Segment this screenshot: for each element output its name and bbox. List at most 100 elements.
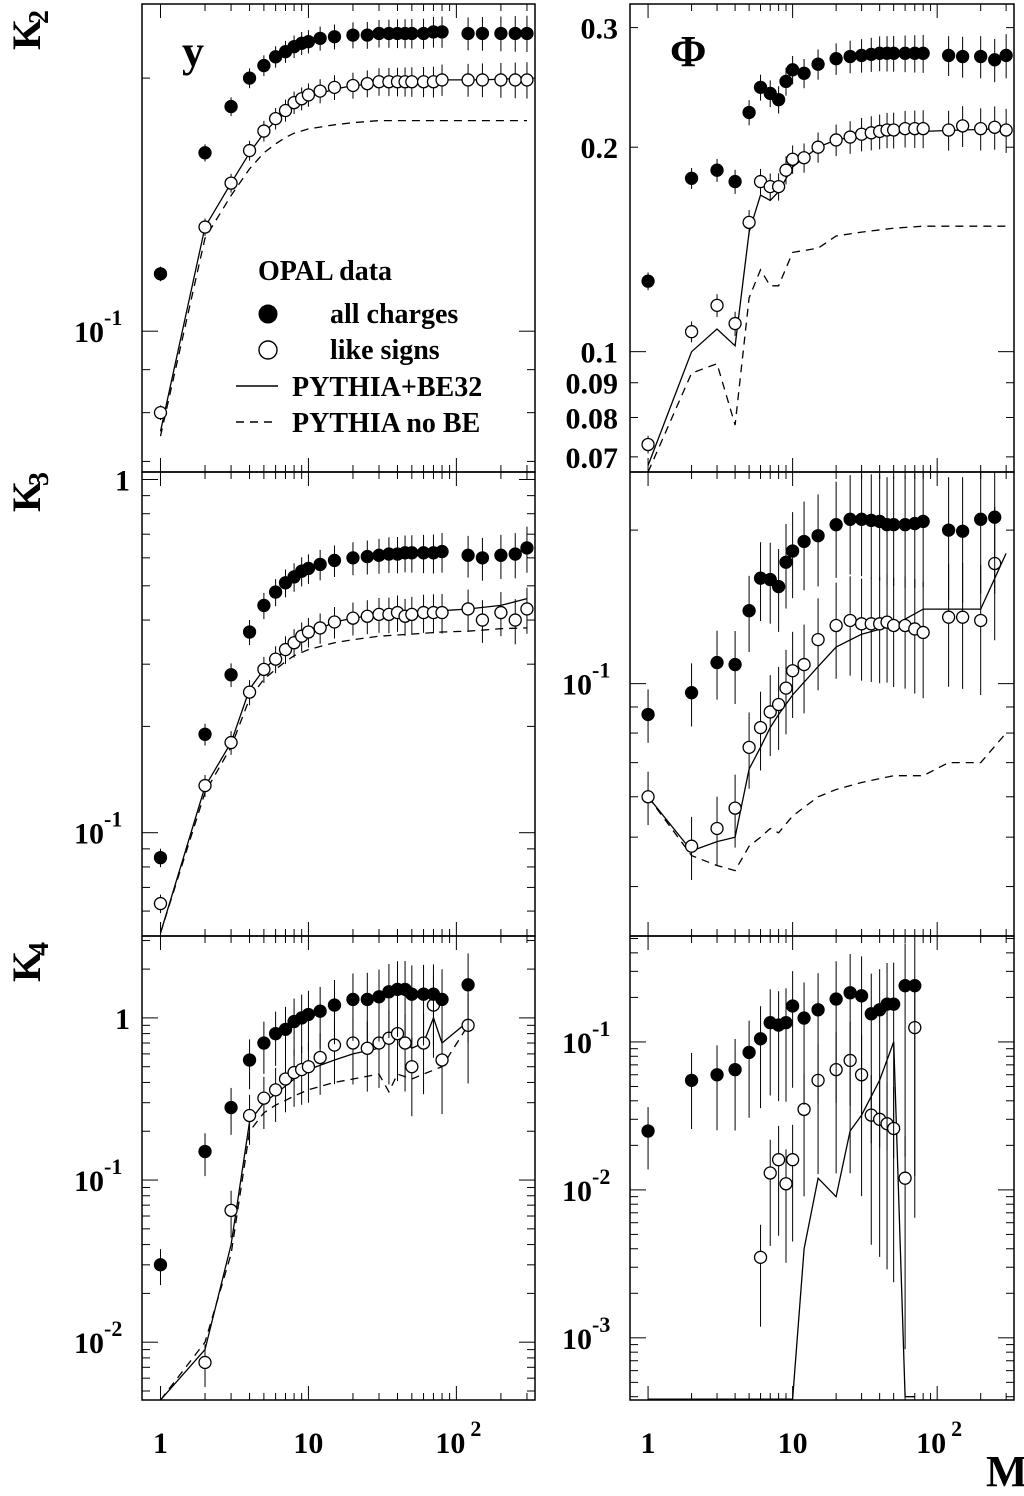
point-like-signs xyxy=(763,705,777,719)
point-all-charges xyxy=(508,547,522,561)
legend-entry-pythia-no-be: PYTHIA no BE xyxy=(292,408,480,439)
point-like-signs xyxy=(843,130,857,144)
x-tick-label-exp: 2 xyxy=(470,1416,481,1441)
legend-marker-like-signs xyxy=(258,340,278,360)
point-all-charges xyxy=(710,655,724,670)
point-like-signs xyxy=(785,1153,800,1167)
point-all-charges xyxy=(153,267,168,281)
y-tick-label-exp: -1 xyxy=(592,658,610,683)
row-label-k2: K xyxy=(4,19,49,50)
point-all-charges xyxy=(242,71,257,85)
y-tick-label: 10 xyxy=(562,1175,592,1208)
y-tick-label: 10 xyxy=(562,669,592,702)
point-all-charges xyxy=(988,53,1002,67)
x-tick-label: 10 xyxy=(916,1427,946,1460)
panel-frame xyxy=(629,935,1015,1401)
point-like-signs xyxy=(494,605,508,620)
point-like-signs xyxy=(941,123,956,137)
panel-frame xyxy=(141,471,536,937)
point-like-signs xyxy=(405,75,419,89)
y-tick-label: 0.09 xyxy=(566,368,619,401)
point-all-charges xyxy=(257,598,271,613)
row-label-subscript: 4 xyxy=(24,942,55,956)
point-all-charges xyxy=(475,551,490,565)
point-all-charges xyxy=(494,548,508,562)
x-tick-label: 10 xyxy=(778,1427,808,1460)
point-all-charges xyxy=(811,529,825,543)
point-all-charges xyxy=(405,546,419,560)
point-all-charges xyxy=(916,46,930,60)
curve-pythia-no-be xyxy=(159,119,527,437)
point-like-signs xyxy=(224,1203,238,1218)
curve-pythia-be32 xyxy=(648,1041,915,1400)
point-all-charges xyxy=(224,668,238,682)
panel-frame xyxy=(629,471,1015,937)
point-all-charges xyxy=(268,585,283,599)
point-all-charges xyxy=(829,517,843,532)
point-like-signs xyxy=(224,176,238,190)
point-like-signs xyxy=(242,1108,257,1123)
point-like-signs xyxy=(435,1053,449,1067)
y-tick-label: 10 xyxy=(74,1165,104,1198)
point-like-signs xyxy=(398,1036,412,1050)
point-like-signs xyxy=(520,73,534,87)
point-like-signs xyxy=(313,621,327,635)
point-all-charges xyxy=(360,992,374,1007)
point-all-charges xyxy=(301,561,316,576)
point-all-charges xyxy=(684,171,699,185)
y-tick-label-exp: -3 xyxy=(592,1312,610,1337)
point-all-charges xyxy=(278,1022,293,1036)
point-like-signs xyxy=(779,681,793,695)
point-like-signs xyxy=(797,657,811,672)
y-tick-label-exp: -2 xyxy=(104,1316,122,1341)
point-all-charges xyxy=(974,512,988,526)
point-like-signs xyxy=(242,685,257,699)
point-all-charges xyxy=(461,548,475,562)
point-all-charges xyxy=(710,1068,724,1082)
point-like-signs xyxy=(313,84,327,98)
point-all-charges xyxy=(327,998,342,1012)
x-tick-label: 10 xyxy=(293,1427,323,1460)
point-all-charges xyxy=(224,1100,238,1115)
point-like-signs xyxy=(405,1060,419,1074)
point-like-signs xyxy=(198,220,212,234)
point-like-signs xyxy=(301,625,316,639)
point-all-charges xyxy=(785,999,800,1013)
point-like-signs xyxy=(797,1102,811,1117)
point-all-charges xyxy=(955,49,970,64)
y-tick-label-exp: -1 xyxy=(592,1016,610,1041)
panel-K2y: 10 -1 y xyxy=(74,3,536,473)
y-tick-label: 0.3 xyxy=(581,13,619,46)
point-like-signs xyxy=(785,152,800,166)
point-like-signs xyxy=(988,120,1002,134)
point-all-charges xyxy=(887,997,901,1011)
point-like-signs xyxy=(257,662,271,677)
point-all-charges xyxy=(153,850,168,865)
legend-title: OPAL data xyxy=(258,256,392,287)
legend: OPAL data all charges like signs PYTHIA+BE3… xyxy=(236,256,482,439)
point-all-charges xyxy=(435,992,449,1007)
point-like-signs xyxy=(360,1041,374,1055)
y-tick-label-exp: -1 xyxy=(104,1154,122,1179)
point-all-charges xyxy=(435,25,449,39)
point-like-signs xyxy=(771,697,786,712)
point-like-signs xyxy=(684,325,699,339)
point-all-charges xyxy=(974,49,988,64)
point-like-signs xyxy=(684,839,699,853)
point-all-charges xyxy=(753,1032,768,1046)
curve-pythia-be32 xyxy=(647,553,1007,852)
point-all-charges xyxy=(327,553,342,568)
point-all-charges xyxy=(405,26,419,41)
point-all-charges xyxy=(811,57,825,71)
point-all-charges xyxy=(779,1015,793,1030)
point-all-charges xyxy=(520,541,534,555)
y-tick-label: 10 xyxy=(562,1323,592,1356)
point-like-signs xyxy=(198,778,212,793)
point-all-charges xyxy=(198,146,212,160)
point-like-signs xyxy=(887,618,901,633)
point-all-charges xyxy=(941,523,956,537)
curve-pythia-no-be xyxy=(647,225,1007,473)
point-all-charges xyxy=(843,986,857,1000)
y-tick-label: 10 xyxy=(74,1327,104,1360)
point-all-charges xyxy=(887,46,901,60)
